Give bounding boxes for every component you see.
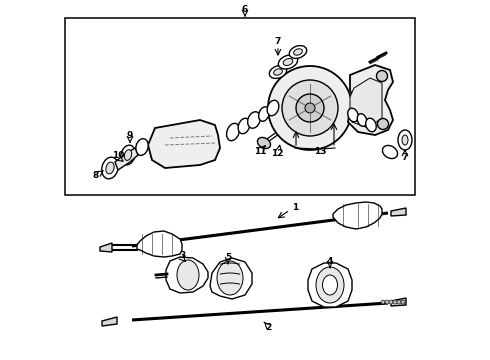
Ellipse shape [257, 138, 270, 149]
Polygon shape [391, 298, 406, 306]
Ellipse shape [348, 108, 358, 122]
Text: 5: 5 [225, 253, 231, 262]
Polygon shape [102, 317, 117, 326]
Ellipse shape [270, 66, 287, 78]
Ellipse shape [106, 162, 114, 174]
Text: 9: 9 [127, 130, 133, 139]
Polygon shape [210, 258, 252, 299]
Ellipse shape [247, 112, 260, 128]
Ellipse shape [102, 157, 118, 179]
Text: 13: 13 [314, 148, 326, 157]
Circle shape [381, 300, 385, 304]
Ellipse shape [383, 145, 397, 158]
Polygon shape [148, 120, 220, 168]
Ellipse shape [289, 46, 307, 58]
Polygon shape [391, 208, 406, 216]
Circle shape [268, 66, 352, 150]
Ellipse shape [124, 150, 132, 161]
Text: 4: 4 [327, 257, 333, 266]
Circle shape [282, 80, 338, 136]
Ellipse shape [136, 139, 148, 156]
Circle shape [385, 300, 389, 304]
Polygon shape [166, 257, 208, 293]
Ellipse shape [283, 58, 293, 66]
Text: 11: 11 [254, 148, 266, 157]
Ellipse shape [398, 130, 412, 150]
Text: 10: 10 [112, 150, 124, 159]
Ellipse shape [402, 135, 408, 145]
Ellipse shape [322, 275, 338, 295]
Text: 2: 2 [265, 323, 271, 332]
Text: 7: 7 [402, 153, 408, 162]
Circle shape [389, 300, 393, 304]
Text: 3: 3 [179, 252, 185, 261]
Text: 8: 8 [93, 171, 99, 180]
Polygon shape [100, 243, 112, 252]
Bar [65, 18, 415, 195]
Text: 6: 6 [242, 5, 248, 14]
Polygon shape [350, 78, 382, 128]
Ellipse shape [177, 260, 199, 290]
Ellipse shape [357, 114, 367, 126]
Polygon shape [137, 231, 182, 257]
Ellipse shape [217, 261, 243, 295]
Polygon shape [308, 263, 352, 307]
Circle shape [401, 300, 405, 304]
Circle shape [397, 300, 401, 304]
Ellipse shape [226, 123, 240, 141]
Polygon shape [115, 148, 138, 170]
Ellipse shape [273, 69, 282, 75]
Polygon shape [348, 65, 393, 135]
Ellipse shape [366, 118, 376, 132]
Polygon shape [333, 202, 382, 229]
Ellipse shape [294, 49, 302, 55]
Text: 7: 7 [275, 37, 281, 46]
Ellipse shape [259, 107, 270, 121]
Text: 12: 12 [271, 148, 283, 158]
Circle shape [305, 103, 315, 113]
Circle shape [296, 94, 324, 122]
Ellipse shape [316, 267, 344, 303]
Circle shape [377, 118, 389, 130]
Circle shape [376, 71, 388, 81]
Ellipse shape [121, 145, 135, 165]
Circle shape [393, 300, 397, 304]
Text: 1: 1 [292, 202, 298, 211]
Ellipse shape [267, 100, 279, 116]
Ellipse shape [238, 118, 250, 134]
Ellipse shape [278, 55, 297, 69]
